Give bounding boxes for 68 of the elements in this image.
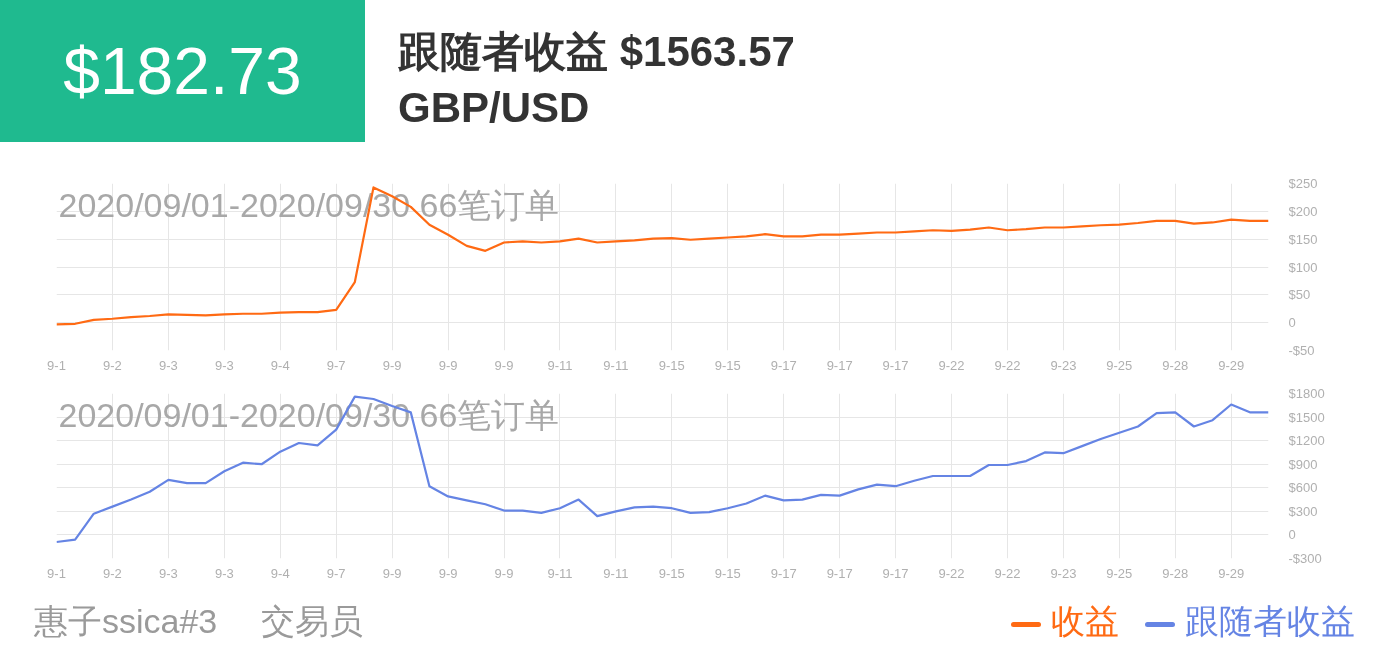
x-tick-label: 9-11 [547, 357, 573, 373]
y-tick-label: -$300 [1288, 551, 1322, 566]
text: 惠子ssica#3 [34, 602, 218, 640]
x-tick-label: 9-29 [1218, 357, 1245, 373]
x-tick-label: 9-11 [603, 565, 629, 581]
x-tick-label: 9-28 [1162, 565, 1189, 581]
text: $182.73 [0, 0, 365, 142]
x-tick-label: 9-23 [1050, 357, 1077, 373]
x-tick-label: 9-2 [103, 565, 122, 581]
y-tick-label: $1500 [1288, 409, 1325, 425]
y-tick-label: $200 [1288, 203, 1318, 219]
x-tick-label: 9-9 [438, 565, 458, 581]
x-tick-label: 9-17 [826, 357, 853, 373]
y-tick-label: $900 [1288, 456, 1318, 472]
y-tick-label: $300 [1288, 503, 1318, 519]
x-tick-label: 9-17 [882, 565, 909, 581]
x-tick-label: 9-9 [438, 357, 458, 373]
x-tick-label: 9-3 [158, 357, 178, 373]
y-tick-label: -$50 [1288, 343, 1315, 358]
x-tick-label: 9-25 [1106, 565, 1133, 581]
x-tick-label: 9-3 [214, 357, 234, 373]
x-tick-label: 9-3 [158, 565, 178, 581]
x-tick-label: 9-28 [1162, 357, 1189, 373]
x-tick-label: 9-1 [47, 357, 66, 373]
x-tick-label: 9-15 [714, 565, 741, 581]
y-tick-label: $100 [1288, 259, 1318, 275]
x-tick-label: 9-7 [326, 565, 346, 581]
x-tick-label: 9-29 [1218, 565, 1245, 581]
x-tick-label: 9-7 [326, 357, 346, 373]
x-tick-label: 9-1 [47, 565, 66, 581]
chart-subtitle: GBP/USD [398, 83, 590, 133]
y-tick-label: $150 [1288, 231, 1318, 247]
y-tick-label: $1200 [1288, 433, 1325, 449]
x-tick-label: 9-11 [603, 357, 629, 373]
x-tick-label: 9-9 [494, 357, 514, 373]
x-tick-label: 9-22 [938, 565, 965, 581]
x-tick-label: 9-9 [382, 357, 402, 373]
x-tick-label: 9-17 [882, 357, 909, 373]
x-tick-label: 9-17 [826, 565, 853, 581]
x-tick-label: 9-2 [103, 357, 122, 373]
x-tick-label: 9-23 [1050, 565, 1077, 581]
x-tick-label: 9-22 [994, 357, 1021, 373]
y-tick-label: 0 [1288, 315, 1296, 331]
x-tick-label: 9-3 [214, 565, 234, 581]
y-tick-label: $50 [1288, 287, 1311, 303]
x-tick-label: 9-15 [658, 565, 685, 581]
legend-label: 跟随者收益 [1184, 602, 1355, 640]
line-series [56, 395, 1269, 544]
x-tick-label: 9-25 [1106, 357, 1133, 373]
x-tick-label: 9-15 [658, 357, 685, 373]
x-tick-label: 9-11 [547, 565, 573, 581]
x-tick-label: 9-9 [494, 565, 514, 581]
y-tick-label: $250 [1288, 176, 1318, 191]
x-tick-label: 9-15 [714, 357, 741, 373]
x-tick-label: 9-22 [938, 357, 965, 373]
x-tick-label: 9-4 [270, 565, 290, 581]
x-tick-label: 9-17 [770, 357, 797, 373]
chart-title: 跟随者收益 $1563.57 [398, 27, 795, 77]
y-tick-label: 0 [1288, 527, 1296, 543]
y-tick-label: $1800 [1288, 386, 1325, 401]
x-tick-label: 9-22 [994, 565, 1021, 581]
x-tick-label: 9-4 [270, 357, 290, 373]
line-series [56, 186, 1269, 326]
y-tick-label: $600 [1288, 480, 1318, 496]
legend-label: 收益 [1050, 602, 1119, 640]
x-tick-label: 9-17 [770, 565, 797, 581]
x-tick-label: 9-9 [382, 565, 402, 581]
text: 交易员 [261, 602, 364, 640]
